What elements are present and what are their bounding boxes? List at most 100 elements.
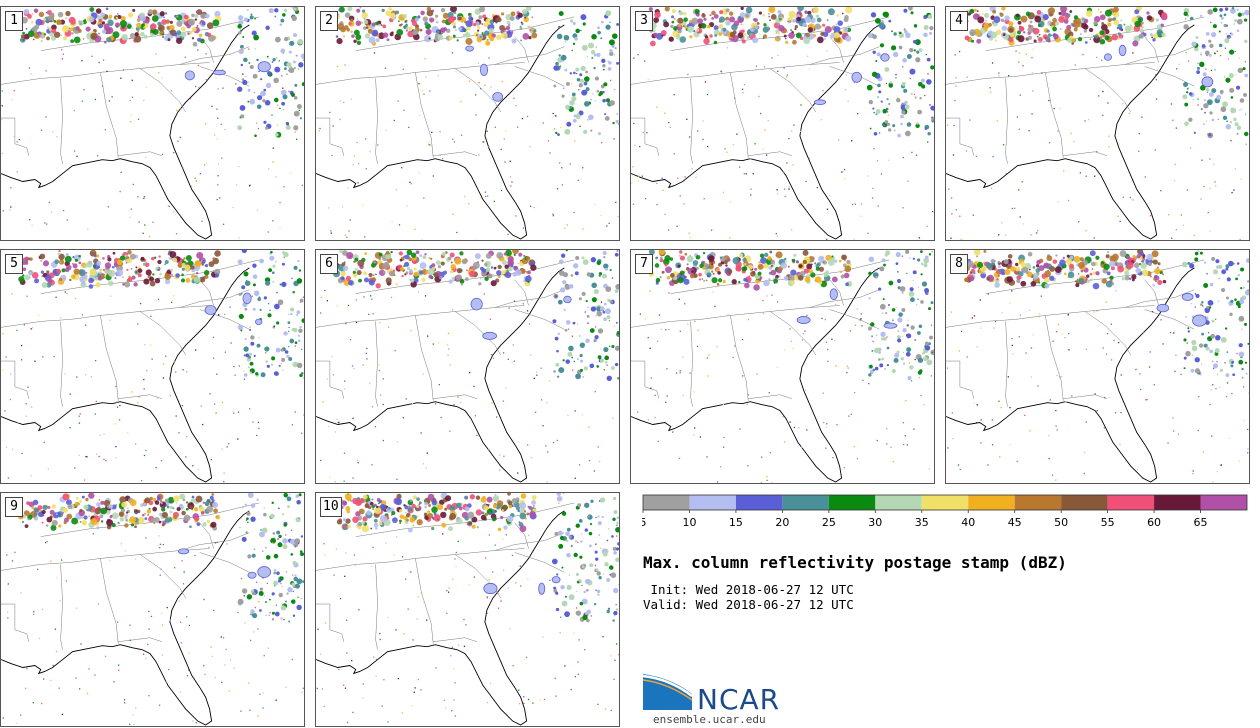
echo-speck	[704, 81, 707, 83]
echo-cell	[1073, 15, 1079, 20]
echo-speck	[297, 68, 300, 70]
echo-speck	[114, 385, 117, 388]
echo-speck	[979, 327, 982, 329]
echo-cell	[576, 358, 579, 361]
echo-cell	[899, 31, 902, 35]
echo-cell	[871, 71, 878, 77]
echo-cell	[868, 256, 875, 263]
echo-speck	[256, 209, 259, 211]
echo-cell	[237, 86, 243, 92]
echo-cell	[420, 10, 425, 16]
echo-speck	[224, 128, 226, 131]
echo-cell	[1060, 7, 1068, 13]
echo-cell	[486, 38, 489, 41]
echo-speck	[1227, 58, 1230, 60]
echo-speck	[851, 203, 854, 206]
echo-cell	[888, 280, 894, 286]
echo-cell	[169, 20, 173, 24]
echo-cell	[1004, 268, 1011, 275]
echo-cell	[1194, 46, 1199, 52]
echo-speck	[244, 622, 246, 624]
echo-speck	[832, 457, 834, 459]
echo-cell	[1225, 33, 1228, 35]
echo-speck	[223, 481, 225, 483]
echo-cell	[247, 48, 250, 51]
echo-cell	[596, 306, 602, 312]
echo-cell	[915, 123, 920, 128]
echo-cell	[882, 298, 885, 301]
echo-speck	[21, 452, 23, 455]
echo-cell	[104, 262, 112, 269]
echo-cell	[758, 261, 761, 264]
echo-speck	[249, 184, 251, 186]
echo-cell	[204, 501, 210, 507]
echo-cell	[700, 23, 707, 29]
echo-cell	[468, 13, 471, 16]
echo-cell	[348, 280, 354, 286]
echo-speck	[457, 396, 459, 398]
echo-cell	[1147, 261, 1152, 267]
echo-speck	[786, 74, 788, 76]
echo-speck	[876, 160, 879, 162]
echo-cell	[654, 263, 660, 268]
echo-cell	[559, 287, 566, 293]
echo-cell	[590, 306, 597, 312]
echo-cell	[43, 18, 47, 21]
echo-speck	[432, 175, 435, 177]
echo-speck	[1068, 332, 1070, 335]
echo-speck	[843, 178, 846, 180]
echo-speck	[172, 295, 175, 297]
echo-speck	[408, 126, 410, 129]
echo-speck	[841, 171, 843, 173]
echo-cell	[152, 506, 158, 512]
echo-cell	[1093, 36, 1101, 44]
echo-speck	[990, 91, 992, 93]
echo-speck	[62, 53, 64, 55]
echo-cell	[882, 123, 886, 127]
echo-speck	[860, 313, 862, 315]
echo-speck	[1187, 87, 1189, 89]
echo-cell	[456, 39, 459, 42]
echo-speck	[1019, 314, 1021, 316]
echo-cell	[866, 84, 873, 91]
echo-speck	[228, 690, 230, 692]
echo-cell	[398, 251, 403, 256]
echo-speck	[186, 616, 188, 618]
echo-cell	[265, 126, 269, 130]
echo-speck	[771, 481, 773, 483]
echo-cell	[382, 262, 390, 269]
echo-speck	[530, 457, 533, 459]
echo-speck	[11, 293, 13, 295]
echo-cell	[356, 18, 359, 20]
echo-cell	[822, 261, 825, 264]
echo-speck	[834, 339, 836, 342]
echo-speck	[240, 577, 243, 580]
echo-speck	[248, 408, 251, 410]
echo-cell	[916, 50, 920, 54]
echo-speck	[220, 636, 222, 638]
echo-speck	[221, 448, 223, 450]
echo-cell	[611, 366, 615, 370]
echo-speck	[716, 345, 718, 348]
echo-cell	[176, 20, 183, 27]
echo-cell	[753, 18, 758, 23]
echo-speck	[1096, 56, 1098, 59]
echo-cell	[507, 259, 514, 266]
echo-speck	[907, 180, 909, 182]
echo-cell	[134, 32, 139, 37]
echo-cell	[215, 514, 221, 520]
echo-cell	[53, 19, 57, 23]
echo-cell	[269, 598, 271, 601]
echo-speck	[54, 628, 57, 630]
echo-cell	[382, 32, 389, 38]
echo-cell	[998, 268, 1002, 272]
echo-cell	[803, 37, 811, 45]
echo-speck	[272, 147, 274, 149]
echo-cell	[1046, 255, 1053, 262]
echo-cell	[1032, 27, 1040, 35]
echo-cell	[509, 16, 515, 21]
echo-cell	[997, 265, 1001, 269]
echo-speck	[993, 327, 995, 329]
echo-speck	[529, 205, 532, 207]
echo-blob	[851, 71, 862, 83]
